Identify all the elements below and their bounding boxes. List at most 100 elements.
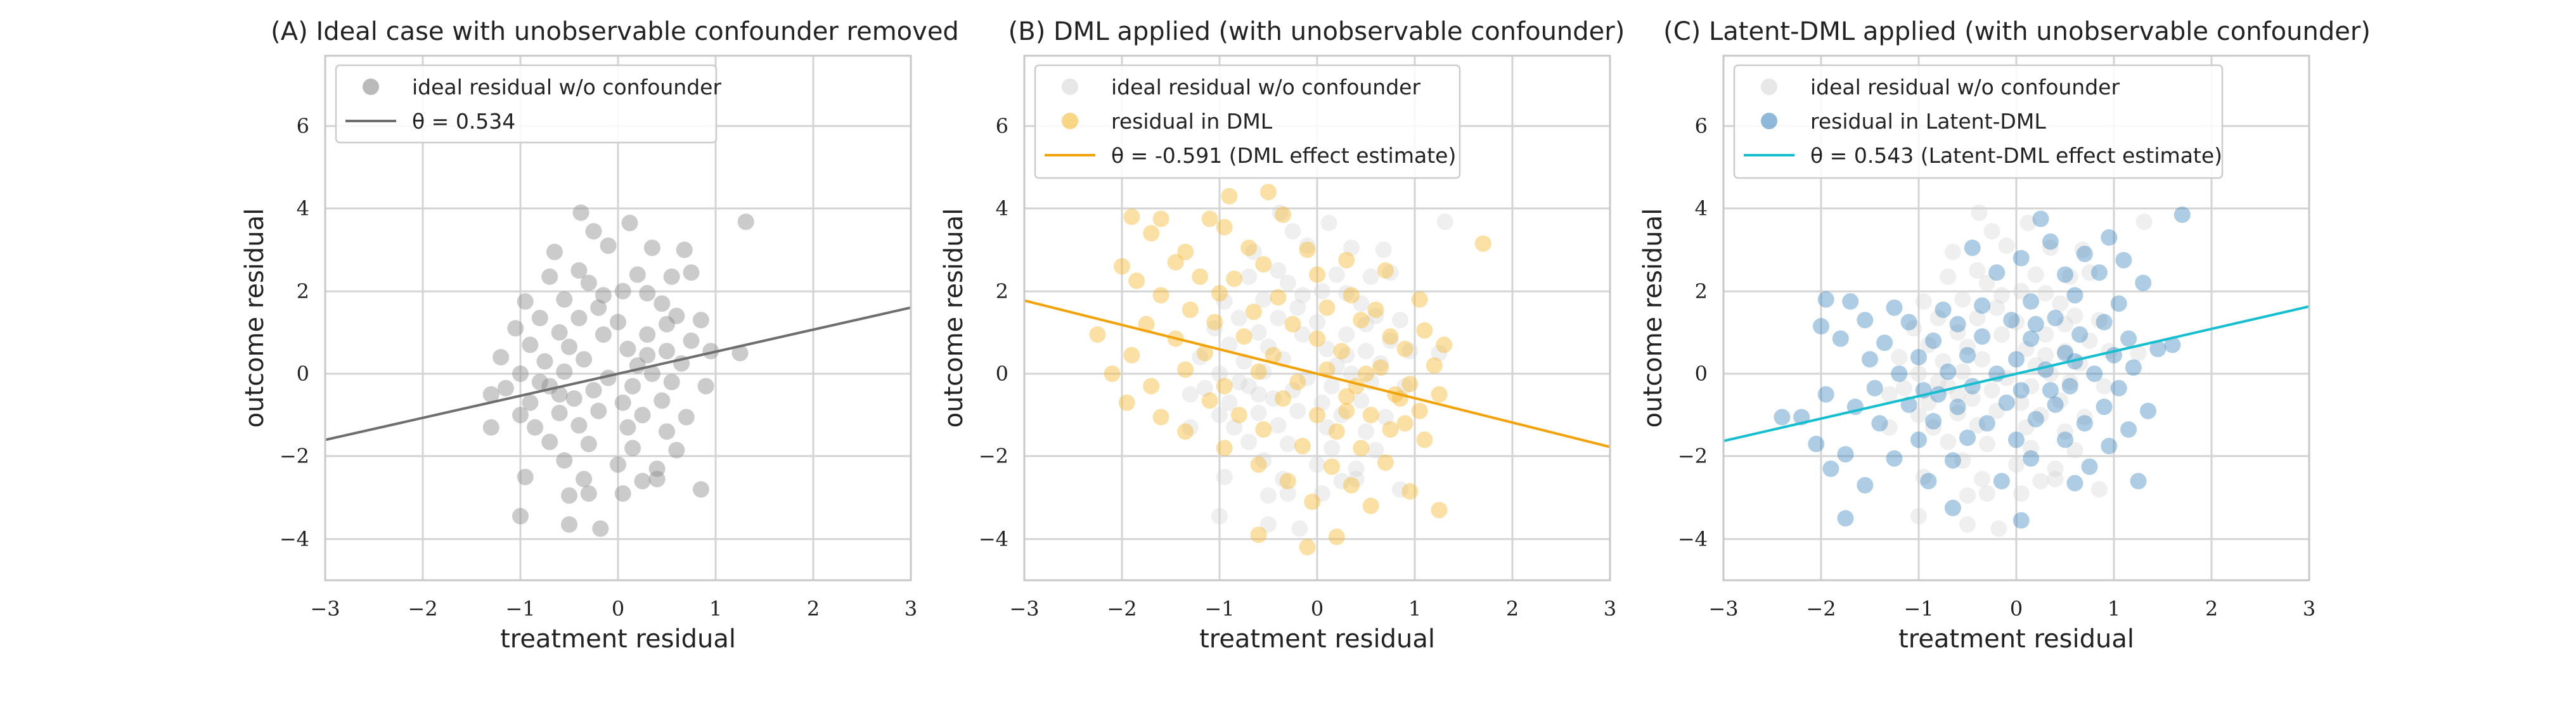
- panel-b-ideal-point: [1353, 295, 1370, 312]
- panel-a-xtick: 3: [905, 597, 917, 621]
- panel-c-ideal-point: [1969, 262, 1986, 279]
- panel-b-ideal-point: [1270, 417, 1287, 434]
- panel-b-ytick: −4: [979, 527, 1008, 551]
- panel-c-latent-point: [2012, 512, 2030, 529]
- panel-c-ideal-point: [1949, 324, 1966, 341]
- panel-b-ideal-point: [1284, 382, 1301, 399]
- panel-b-dml-point: [1192, 268, 1209, 285]
- panel-b-ideal-point: [1221, 336, 1238, 353]
- panel-a-ideal-point: [541, 268, 558, 285]
- panel-a-ideal-point: [600, 237, 617, 254]
- panel-c-yticks: −4 −2 0 2 4 6: [1678, 114, 1708, 551]
- panel-b-dml-point: [1216, 440, 1233, 457]
- panel-b-frame: [1023, 54, 1611, 582]
- panel-b-ideal-point: [1279, 485, 1296, 502]
- panel-c-latent-point: [2076, 245, 2093, 262]
- panel-c-legend-label-theta: θ = 0.543 (Latent-DML effect estimate): [1810, 143, 2222, 168]
- panel-b-dml-point: [1152, 210, 1169, 227]
- panel-b: (B) DML applied (with unobservable confo…: [939, 17, 1625, 654]
- panel-c-ideal-point: [2047, 461, 2064, 477]
- panel-a-ideal-point: [643, 239, 660, 257]
- panel-c-latent-point: [1813, 318, 1829, 334]
- panel-b-dml-point: [1255, 256, 1272, 273]
- panel-c-ideal-point: [2008, 456, 2025, 473]
- panel-b-dml-point: [1411, 291, 1428, 308]
- panel-b-ideal-point: [1328, 266, 1345, 283]
- panel-a-xtick: 0: [612, 597, 624, 621]
- panel-b-dml-point: [1177, 423, 1194, 440]
- panel-c-latent-point: [1832, 330, 1849, 347]
- panel-a-ideal-point: [585, 223, 602, 240]
- panel-b-ideal-point: [1294, 326, 1311, 343]
- panel-b-ytick: 6: [996, 114, 1008, 138]
- panel-c-ideal-point: [2061, 268, 2078, 285]
- panel-b-xtick: −2: [1107, 597, 1137, 621]
- panel-c-ideal-point: [2012, 283, 2030, 300]
- panel-c-latent-point: [1808, 435, 1825, 452]
- panel-c-xtick: 2: [2205, 597, 2218, 621]
- panel-a-ideal-point: [512, 366, 529, 382]
- panel-b-ideal-point: [1367, 442, 1384, 459]
- panel-c-ylabel: outcome residual: [1639, 208, 1668, 428]
- panel-c-latent-point: [1998, 394, 2015, 411]
- panel-c-xtick: −1: [1903, 597, 1933, 621]
- panel-b-dml-point: [1401, 483, 1419, 500]
- panel-b-legend: ideal residual w/o confounder residual i…: [1034, 64, 1461, 179]
- panel-b-dml-point: [1431, 502, 1448, 519]
- panel-c-latent-point: [1978, 415, 1995, 432]
- panel-a-ideal-point: [697, 378, 714, 395]
- panel-b-ideal-point: [1396, 378, 1414, 395]
- panel-c-ideal-point: [1935, 353, 1952, 370]
- panel-c-latent-point: [2164, 336, 2181, 353]
- panel-c-latent-point: [1866, 379, 1883, 397]
- panel-b-legend-label-dml: residual in DML: [1111, 109, 1273, 134]
- panel-b-ideal-point: [1391, 312, 1408, 329]
- panel-c-xticks: −3 −2 −1 0 1 2 3: [1708, 597, 2315, 621]
- panel-a-ideal-point: [536, 353, 553, 370]
- panel-b-ideal-point: [1358, 423, 1374, 440]
- panel-c-ideal-point: [1959, 516, 1976, 533]
- panel-a-ideal-point: [663, 374, 680, 391]
- panel-c-ideal-point: [1974, 351, 1991, 368]
- panel-b-dml-point: [1299, 241, 1316, 258]
- panel-b-ideal-point: [1272, 204, 1289, 221]
- panel-c-ideal-point: [1940, 433, 1957, 450]
- panel-a-ideal-point: [556, 452, 573, 469]
- panel-a-ytick: −2: [280, 444, 309, 468]
- panel-b-dml-point: [1201, 210, 1218, 227]
- panel-a-xtick: −2: [408, 597, 437, 621]
- panel-c-latent-point: [2057, 431, 2073, 448]
- panel-c-ideal-point: [2081, 264, 2098, 281]
- panel-c-ideal-point: [1949, 386, 1966, 403]
- panel-b-ideal-point: [1382, 332, 1399, 349]
- panel-c-xtick: 3: [2303, 597, 2315, 621]
- panel-c-ideal-point: [2019, 215, 2037, 231]
- panel-a-ytick: 2: [297, 279, 309, 303]
- panel-b-dml-point: [1338, 388, 1355, 405]
- panel-c-ideal-point: [2037, 326, 2054, 343]
- panel-a-ideal-point: [590, 299, 607, 316]
- panel-b-dml-point: [1338, 251, 1355, 269]
- panel-c-latent-point: [1842, 293, 1859, 310]
- panel-c-latent-point: [1964, 239, 1981, 257]
- panel-b-xtick: 0: [1311, 597, 1323, 621]
- panel-c-latent-point: [2110, 295, 2127, 312]
- panel-a-ideal-point: [531, 310, 548, 326]
- panel-a-ideal-point: [585, 382, 602, 399]
- panel-c: (C) Latent-DML applied (with unobservabl…: [1639, 17, 2371, 654]
- panel-a-yticks: −4 −2 0 2 4 6: [280, 114, 309, 551]
- panel-b-dml-point: [1343, 477, 1360, 493]
- panel-b-ideal-point: [1358, 343, 1374, 360]
- panel-c-latent-point: [2042, 233, 2059, 250]
- panel-b-ideal-point: [1226, 419, 1243, 436]
- panel-c-ideal-point: [1891, 348, 1908, 366]
- panel-c-ideal-point: [2042, 366, 2059, 382]
- panel-b-ideal-point: [1338, 326, 1355, 343]
- panel-c-ideal-point: [2081, 332, 2098, 349]
- panel-a-ideal-point: [512, 407, 529, 424]
- panel-b-dml-point: [1338, 402, 1355, 419]
- panel-b-dml-point: [1367, 302, 1384, 318]
- panel-b-ideal-point: [1313, 394, 1330, 411]
- panel-b-dml-point: [1474, 235, 1491, 252]
- panel-b-ideal-point: [1289, 299, 1306, 316]
